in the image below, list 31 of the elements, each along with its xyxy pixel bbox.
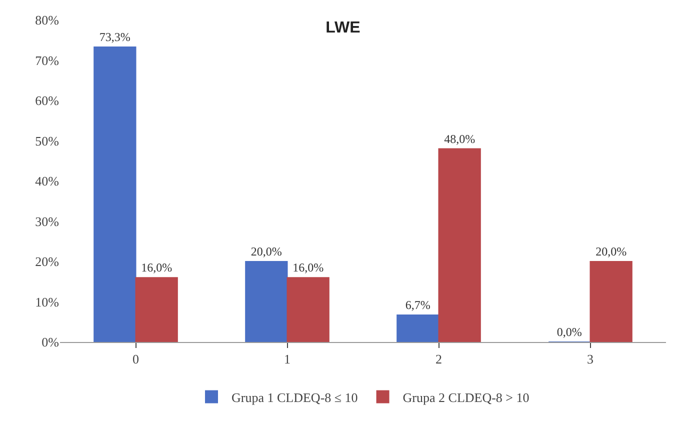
bar	[94, 46, 136, 342]
bar	[135, 277, 178, 342]
data-label: 16,0%	[292, 260, 324, 275]
y-tick-label: 60%	[35, 93, 60, 108]
bar	[438, 148, 481, 342]
y-tick-label: 20%	[35, 254, 60, 270]
data-label: 20,0%	[250, 244, 282, 258]
y-tick-label: 40%	[35, 174, 60, 189]
y-tick-label: 0%	[42, 334, 60, 350]
x-tick-label: 0	[132, 352, 139, 367]
legend-label: Grupa 2 CLDEQ-8 > 10	[402, 390, 530, 405]
y-tick-label: 10%	[35, 294, 60, 310]
chart-title: LWE	[326, 19, 361, 36]
bar	[245, 261, 288, 342]
y-tick-label: 30%	[35, 214, 60, 229]
bar	[590, 261, 632, 342]
x-tick-label: 2	[436, 352, 442, 367]
y-tick-label: 80%	[35, 12, 60, 28]
data-label: 6,7%	[405, 298, 430, 312]
y-tick-label: 70%	[35, 52, 60, 68]
bar	[396, 314, 440, 342]
data-label: 73,3%	[99, 30, 130, 44]
bar	[286, 277, 330, 342]
x-tick-label: 1	[284, 352, 290, 367]
x-tick-label: 3	[587, 352, 594, 367]
y-tick-label: 50%	[35, 133, 60, 148]
legend-label: Grupa 1 CLDEQ-8 ≤ 10	[232, 390, 358, 405]
data-label: 20,0%	[596, 244, 627, 258]
data-label: 0,0%	[556, 325, 582, 339]
data-label: 48,0%	[444, 132, 476, 146]
data-label: 16,0%	[141, 260, 172, 275]
